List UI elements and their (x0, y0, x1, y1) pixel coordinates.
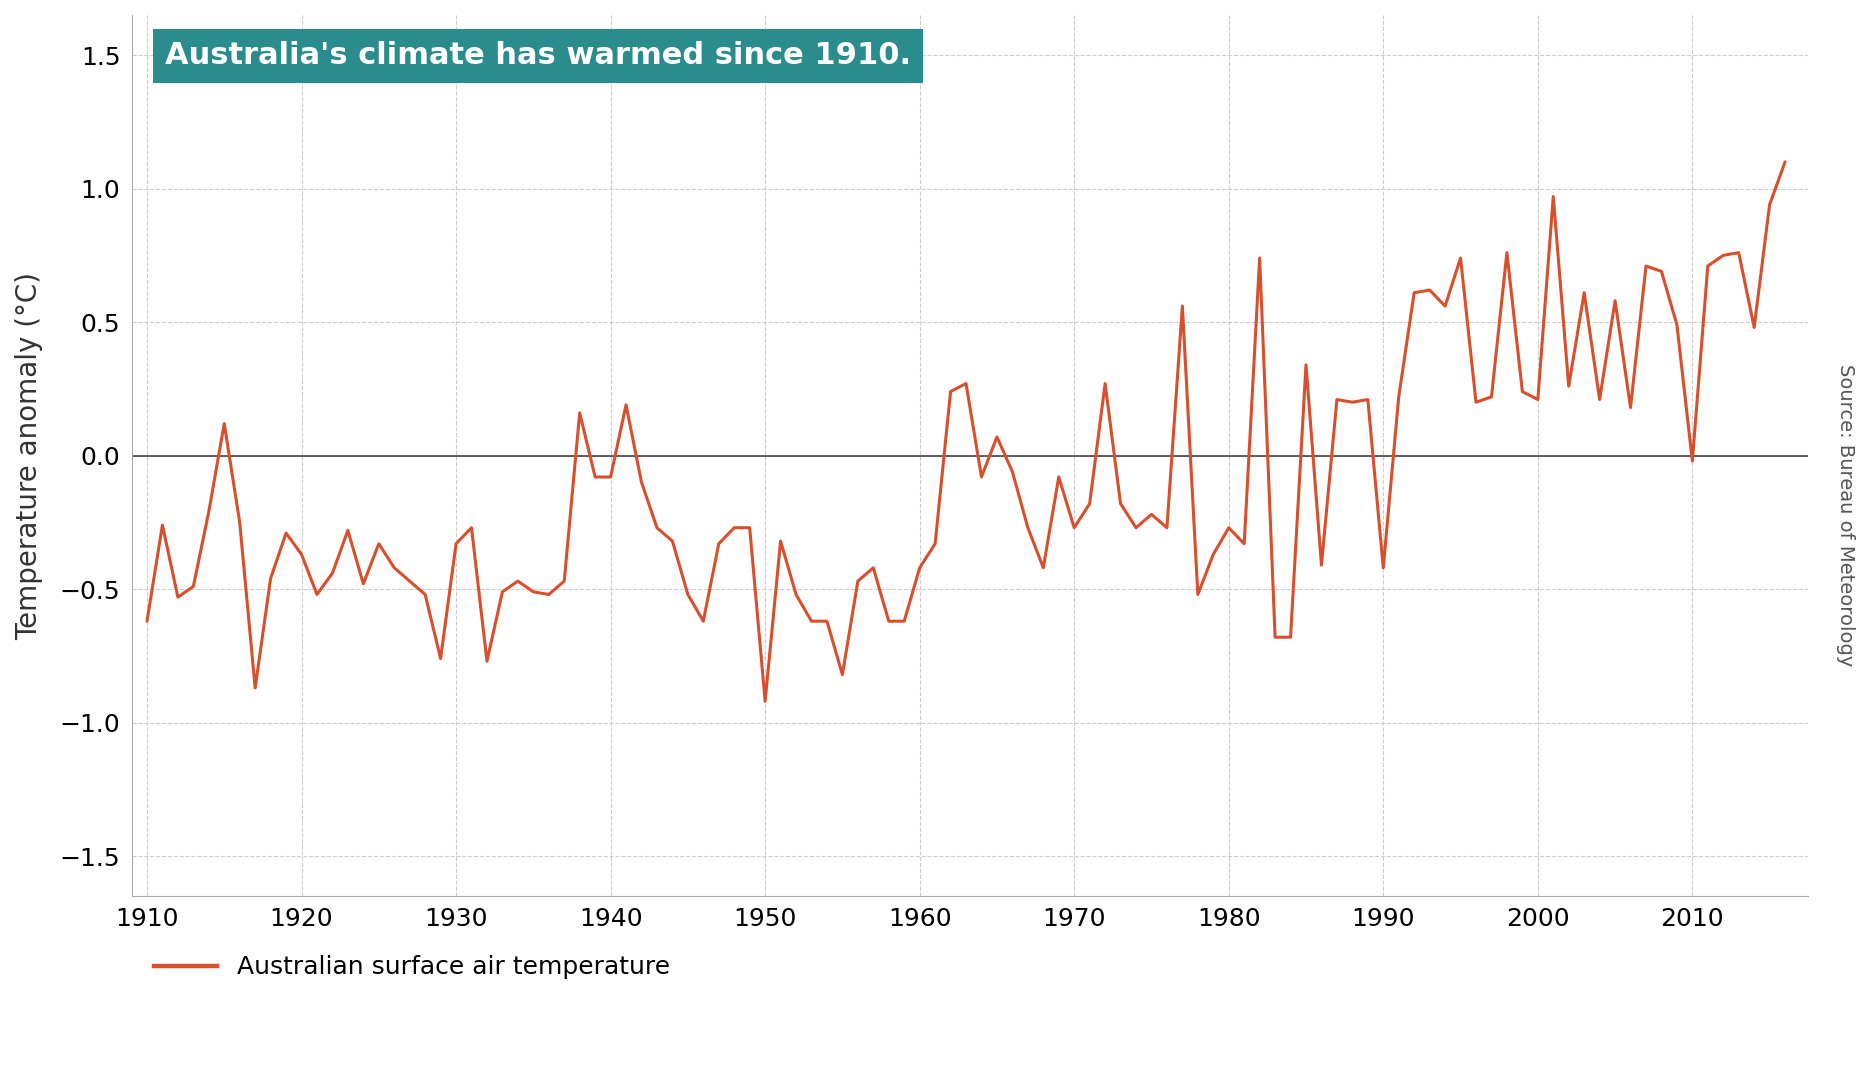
Text: Source: Bureau of Meteorology: Source: Bureau of Meteorology (1836, 364, 1855, 666)
Text: Australia's climate has warmed since 1910.: Australia's climate has warmed since 191… (165, 42, 911, 71)
Y-axis label: Temperature anomaly (°C): Temperature anomaly (°C) (15, 271, 43, 640)
Legend: Australian surface air temperature: Australian surface air temperature (144, 945, 679, 989)
